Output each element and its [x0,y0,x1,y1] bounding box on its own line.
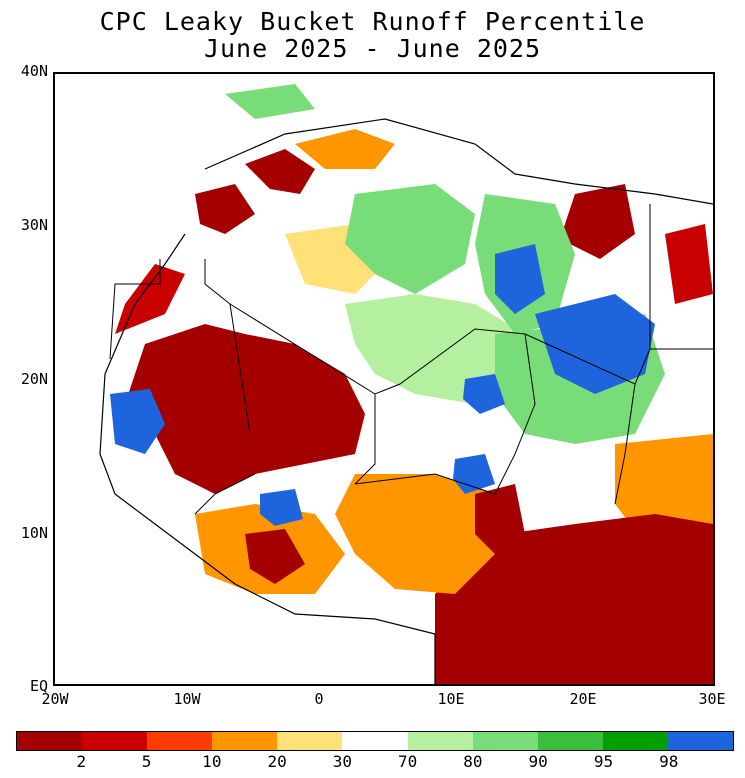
lat-label-10n: 10N [20,524,48,542]
colorbar-label: 30 [332,752,352,771]
map-title-line-1: CPC Leaky Bucket Runoff Percentile [99,7,646,36]
zone-dry-nigeria [335,474,505,594]
colorbar-label: 95 [593,752,614,771]
colorbar-swatch [537,732,603,750]
lon-label-10w: 10W [173,690,201,708]
zone-vwet-chad-east [535,294,655,394]
lat-label-40n: 40N [20,62,48,80]
lat-label-20n: 20N [20,370,48,388]
colorbar-label: 90 [528,752,548,771]
colorbar-label: 98 [659,752,679,771]
runoff-percentile-map [99,74,713,684]
zone-dry-ivory [245,529,305,584]
lat-label-30n: 30N [20,216,48,234]
zone-vwet-libya-west [495,244,545,314]
zone-dry-central-africa [435,514,713,684]
zone-dry-west-sahel [125,324,365,494]
zone-vwet-senegal [110,389,165,454]
colorbar-label: 2 [76,752,87,771]
zone-wet-algeria [345,184,475,294]
lon-label-20w: 20W [41,690,69,708]
colorbar [16,731,734,751]
colorbar-label: 70 [397,752,418,771]
colorbar-label: 20 [267,752,287,771]
lon-label-30e: 30E [698,690,726,708]
colorbar-swatch [277,732,343,750]
colorbar-swatch [407,732,473,750]
colorbar-swatch [17,732,83,750]
colorbar-swatch [667,732,734,750]
colorbar-swatch [147,732,213,750]
lon-label-0: 0 [314,690,324,708]
colorbar-swatch [472,732,538,750]
map-title-line-2: June 2025 - June 2025 [203,34,542,63]
colorbar-label: 80 [463,752,483,771]
colorbar-label: 5 [141,752,152,771]
lat-label-eq: EQ [29,677,48,695]
zone-dry-atlas [195,184,255,234]
zone-vwet-burkina [260,489,303,526]
zone-dry-libya-ne [560,184,635,259]
zone-dry-cameroon [475,484,525,554]
zone-dry-egypt-east [665,224,713,304]
colorbar-swatch [82,732,148,750]
lon-label-10e: 10E [437,690,465,708]
coastline-outline [99,118,713,684]
colorbar-swatch [342,732,408,750]
zone-dry-morocco [245,149,315,194]
country-borders [109,204,713,515]
zone-dry-algeria-north [295,129,395,169]
lon-label-20e: 20E [569,690,597,708]
map-panel [53,72,715,686]
zone-dry-mauritania-coast [115,264,185,334]
colorbar-swatch [212,732,278,750]
zone-wet-med-coast [225,84,315,119]
zone-vwet-niger [463,374,505,414]
colorbar-label: 10 [202,752,222,771]
colorbar-swatch [602,732,668,750]
